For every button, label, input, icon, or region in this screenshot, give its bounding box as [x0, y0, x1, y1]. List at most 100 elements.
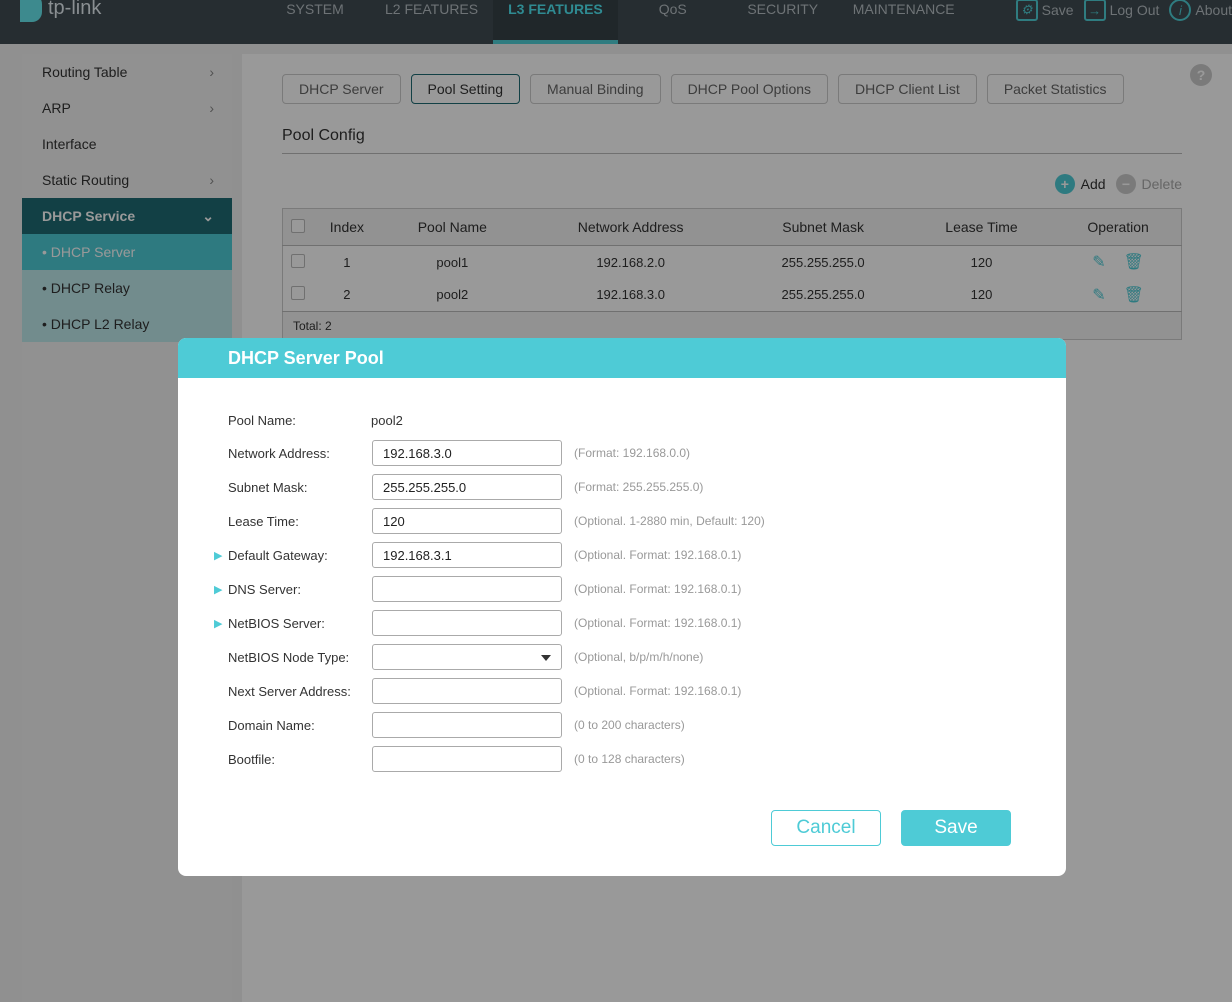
trash-icon[interactable]: 🗑 [1123, 254, 1144, 272]
sidebar-item-dhcp-service[interactable]: DHCP Service ⌄ [22, 198, 232, 234]
field-hint: (Optional. Format: 192.168.0.1) [574, 582, 742, 596]
tab-pool-setting[interactable]: Pool Setting [410, 74, 521, 104]
sidebar-item-static-routing[interactable]: Static Routing › [22, 162, 232, 198]
cell-network-address: 192.168.3.0 [596, 287, 665, 303]
col-network-address[interactable]: Network Address [522, 208, 739, 246]
tab-manual-binding[interactable]: Manual Binding [530, 74, 661, 104]
add-button[interactable]: + Add [1054, 174, 1106, 194]
netbios-node-type-select[interactable] [372, 644, 562, 670]
nav-system[interactable]: SYSTEM [286, 1, 344, 17]
sidebar-label: Interface [42, 136, 97, 152]
field-label: Domain Name: [228, 717, 315, 733]
col-lease-time[interactable]: Lease Time [907, 208, 1056, 246]
field-hint: (0 to 128 characters) [574, 752, 685, 766]
sidebar-item-interface[interactable]: Interface [22, 126, 232, 162]
netbios-server-input[interactable] [372, 610, 562, 636]
chevron-down-icon: ⌄ [202, 208, 214, 224]
next-server-address-input[interactable] [372, 678, 562, 704]
field-hint: (Optional. Format: 192.168.0.1) [574, 616, 742, 630]
expand-arrow-icon[interactable]: ▶ [214, 617, 223, 630]
cell-lease-time: 120 [970, 287, 993, 303]
domain-name-input[interactable] [372, 712, 562, 738]
col-operation: Operation [1055, 208, 1182, 246]
about-label: About [1195, 2, 1232, 18]
tab-dhcp-server[interactable]: DHCP Server [282, 74, 401, 104]
sidebar-item-arp[interactable]: ARP › [22, 90, 232, 126]
col-index[interactable]: Index [312, 208, 382, 246]
info-icon: i [1169, 0, 1192, 21]
tp-link-logo[interactable]: tp-link [20, 0, 101, 22]
nav-qos[interactable]: QoS [658, 1, 687, 17]
logout-label: Log Out [1109, 2, 1160, 18]
cell-subnet-mask: 255.255.255.0 [781, 287, 865, 303]
field-label: Network Address: [228, 445, 330, 461]
edit-icon[interactable]: ✎ [1092, 286, 1106, 304]
sidebar-item-routing-table[interactable]: Routing Table › [22, 54, 232, 90]
field-hint: (Format: 192.168.0.0) [574, 446, 691, 460]
field-hint: (Format: 255.255.255.0) [574, 480, 704, 494]
network-address-input[interactable] [372, 440, 562, 466]
trash-icon[interactable]: 🗑 [1123, 286, 1144, 304]
about-button[interactable]: i About [1169, 0, 1232, 21]
sidebar-label: Routing Table [42, 64, 128, 80]
dhcp-server-pool-dialog: DHCP Server Pool Pool Name: pool2 Network… [178, 338, 1066, 876]
field-hint: (Optional. Format: 192.168.0.1) [574, 684, 742, 698]
col-pool-name[interactable]: Pool Name [381, 208, 523, 246]
cancel-button[interactable]: Cancel [771, 810, 881, 846]
default-gateway-input[interactable] [372, 542, 562, 568]
pool-name-value: pool2 [371, 412, 403, 428]
cell-index: 1 [343, 254, 351, 270]
row-checkbox[interactable] [290, 286, 305, 301]
table-row: 2 pool2 192.168.3.0 255.255.255.0 120 ✎ … [283, 279, 1182, 312]
tab-dhcp-client-list[interactable]: DHCP Client List [838, 74, 977, 104]
select-all-checkbox[interactable] [290, 218, 305, 233]
tab-dhcp-pool-options[interactable]: DHCP Pool Options [670, 74, 829, 104]
lease-time-input[interactable] [372, 508, 562, 534]
field-hint: (Optional. 1-2880 min, Default: 120) [574, 514, 765, 528]
logout-button[interactable]: → Log Out [1083, 0, 1160, 21]
pool-name-label: Pool Name: [228, 412, 296, 428]
sidebar-sub-dhcp-l2-relay[interactable]: • DHCP L2 Relay [22, 306, 232, 342]
field-hint: (Optional, b/p/m/h/none) [574, 650, 704, 664]
save-button[interactable]: Save [901, 810, 1011, 846]
sidebar-label: DHCP Relay [50, 280, 130, 296]
help-icon[interactable]: ? [1190, 64, 1212, 86]
expand-arrow-icon[interactable]: ▶ [214, 549, 223, 562]
edit-icon[interactable]: ✎ [1092, 254, 1106, 272]
cell-pool-name: pool1 [436, 254, 469, 270]
pool-table: Index Pool Name Network Address Subnet M… [282, 208, 1182, 340]
dns-server-input[interactable] [372, 576, 562, 602]
delete-button[interactable]: − Delete [1115, 174, 1182, 194]
chevron-right-icon: › [209, 172, 214, 188]
table-row: 1 pool1 192.168.2.0 255.255.255.0 120 ✎ … [283, 246, 1182, 279]
nav-l3-features[interactable]: L3 FEATURES [493, 0, 618, 44]
cell-subnet-mask: 255.255.255.0 [781, 254, 865, 270]
header-save-button[interactable]: ⚙ Save [1015, 0, 1074, 21]
table-total: Total: 2 [282, 311, 1182, 340]
col-subnet-mask[interactable]: Subnet Mask [738, 208, 908, 246]
delete-label: Delete [1141, 176, 1182, 192]
subnet-mask-input[interactable] [372, 474, 562, 500]
field-label: Next Server Address: [228, 683, 351, 699]
field-label: Default Gateway: [228, 547, 328, 563]
sidebar-sub-dhcp-server[interactable]: • DHCP Server [22, 234, 232, 270]
field-label: NetBIOS Node Type: [228, 649, 350, 665]
save-label: Save [1041, 2, 1074, 18]
logo-text: tp-link [48, 0, 102, 19]
expand-arrow-icon[interactable]: ▶ [214, 583, 223, 596]
tab-packet-statistics[interactable]: Packet Statistics [986, 74, 1124, 104]
nav-maintenance[interactable]: MAINTENANCE [852, 1, 955, 17]
field-hint: (0 to 200 characters) [574, 718, 685, 732]
add-label: Add [1080, 176, 1106, 192]
row-checkbox[interactable] [290, 253, 305, 268]
section-title: Pool Config [282, 127, 1182, 154]
field-label: DNS Server: [228, 581, 301, 597]
bootfile-input[interactable] [372, 746, 562, 772]
cell-index: 2 [343, 287, 351, 303]
sidebar-label: DHCP L2 Relay [50, 316, 150, 332]
nav-l2-features[interactable]: L2 FEATURES [385, 1, 479, 17]
sidebar-sub-dhcp-relay[interactable]: • DHCP Relay [22, 270, 232, 306]
cell-pool-name: pool2 [436, 287, 469, 303]
nav-security[interactable]: SECURITY [747, 1, 819, 17]
gear-save-icon: ⚙ [1015, 0, 1038, 21]
